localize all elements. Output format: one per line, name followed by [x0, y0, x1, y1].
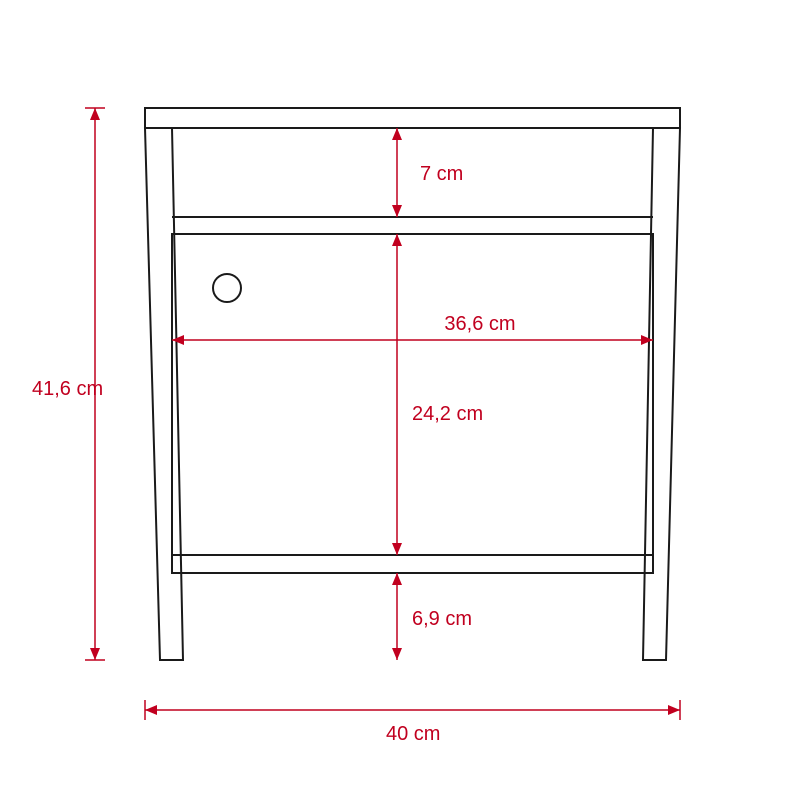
bottom-rail	[172, 555, 653, 573]
door-panel	[172, 234, 653, 555]
dim-door-height-label: 24,2 cm	[412, 403, 483, 425]
door-hole	[213, 274, 241, 302]
leg-left	[145, 128, 183, 660]
dim-leg-clear-label: 6,9 cm	[412, 608, 472, 630]
dim-gap-top-label: 7 cm	[420, 163, 463, 185]
dim-height-overall-label: 41,6 cm	[32, 378, 103, 400]
dim-door-width-label: 36,6 cm	[444, 313, 515, 335]
leg-right	[643, 128, 680, 660]
dim-width-overall-label: 40 cm	[386, 723, 440, 745]
top-slab	[145, 108, 680, 128]
